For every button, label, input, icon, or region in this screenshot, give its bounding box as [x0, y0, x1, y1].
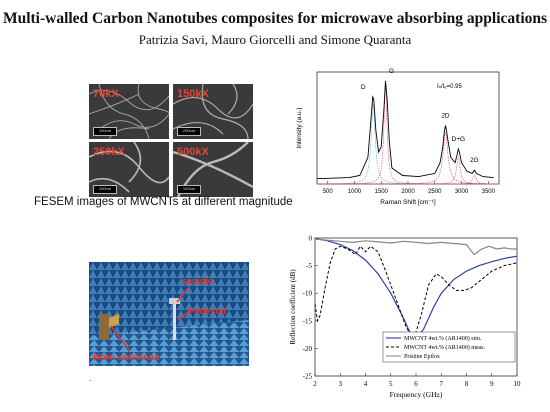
scale-bar: 100nm [93, 127, 117, 136]
series-line-1 [314, 245, 518, 342]
x-tick-label: 2000 [401, 189, 415, 195]
legend-entry: MWCNT 4wt.% (AR1400) sim. [404, 335, 482, 342]
nanotube-texture [173, 84, 253, 139]
magnification-label: 150kX [177, 88, 209, 100]
intensity-ratio-annotation: Iₙ/Iₑ=0.95 [437, 84, 462, 90]
x-tick-label: 2 [313, 380, 317, 388]
reflection-coefficient-chart: 2 3 4 5 6 7 8 9 10 0 -5 -10 -15 -20 -25 Frequency (GHz)… [289, 235, 522, 400]
pedestal-arrow [177, 310, 190, 321]
anechoic-chamber-photo: sample Pedestal Horn antennas [89, 262, 249, 366]
fesem-tile-250kx: 250kX 100nm [89, 142, 169, 197]
peak-label: 2D [441, 112, 450, 119]
series-line-2 [314, 238, 517, 256]
plot-frame [316, 71, 500, 185]
stray-dot: . [89, 374, 92, 383]
x-tick-label: 1000 [348, 189, 362, 195]
nanotube-texture [89, 142, 169, 193]
fesem-caption: FESEM images of MWCNTs at different magn… [34, 196, 293, 208]
magnification-label: 70kX [93, 88, 119, 100]
fesem-image-grid: 70kX 100nm 150kX 200nm 250kX 100nm 500kX… [89, 84, 253, 197]
peak-label: D [361, 84, 366, 91]
x-tick-label: 4 [364, 380, 368, 388]
y-tick-label: -15 [303, 317, 313, 325]
nanotube-texture [173, 142, 253, 197]
fesem-tile-150kx: 150kX 200nm [173, 84, 253, 139]
x-tick-label: 1500 [375, 189, 389, 195]
x-tick-label: 7 [440, 380, 444, 388]
y-tick-label: -5 [306, 262, 312, 270]
fit-component-line [317, 175, 499, 185]
legend-box [382, 331, 516, 363]
x-tick-label: 3000 [455, 189, 469, 195]
scale-bar: 100nm [93, 185, 117, 194]
x-tick-label: 2500 [428, 189, 442, 195]
magnification-label: 500kX [177, 146, 209, 158]
fit-component-line [317, 104, 499, 185]
scale-bar: 200nm [177, 127, 201, 136]
x-axis-label: Frequency (GHz) [390, 390, 443, 399]
page-title: Multi-walled Carbon Nanotubes composites… [2, 10, 548, 27]
sample-arrow [176, 286, 190, 303]
peak-label: D+G [452, 136, 466, 143]
peak-label: G [389, 68, 394, 75]
nanotube-texture [89, 84, 169, 139]
x-tick-label: 500 [323, 189, 334, 195]
chamber-illustration: sample Pedestal Horn antennas [89, 262, 249, 366]
legend-entry: Pristine Epilox [404, 354, 440, 360]
y-tick-label: 0 [309, 235, 313, 243]
x-tick-label: 3500 [482, 189, 496, 195]
x-tick-label: 8 [465, 380, 469, 388]
scale-bar: 100nm [177, 185, 201, 194]
x-tick-label: 9 [490, 380, 494, 388]
fit-component-line [317, 86, 499, 185]
sample-label: sample [182, 276, 213, 286]
raman-spectrum-chart: 500 1000 1500 2000 2500 3000 3500 Raman Shift [… [296, 68, 500, 206]
fesem-tile-70kx: 70kX 100nm [89, 84, 169, 139]
author-list: Patrizia Savi, Mauro Giorcelli and Simon… [138, 32, 412, 47]
x-axis-label: Raman Shift [cm⁻¹] [380, 199, 436, 206]
horn-arrow [110, 325, 130, 351]
x-tick-label: 5 [389, 380, 393, 388]
horn-antennas-label: Horn antennas [93, 352, 160, 363]
y-axis-label: Reflection coefficient (dB) [289, 269, 297, 345]
y-axis-label: Intensity (a.u.) [296, 107, 303, 148]
pedestal-label: Pedestal [189, 306, 226, 316]
raman-series-line [316, 80, 494, 180]
y-tick-label: -20 [303, 345, 313, 353]
y-tick-label: -25 [303, 373, 313, 381]
x-tick-label: 10 [514, 380, 522, 388]
legend-entry: MWCNT 4wt.% (AR1400) meas. [404, 344, 486, 351]
x-tick-label: 6 [414, 380, 418, 388]
magnification-label: 250kX [93, 146, 125, 158]
peak-label: 2G [470, 157, 479, 164]
series-line-0 [314, 238, 518, 340]
x-tick-label: 3 [339, 380, 343, 388]
y-tick-label: -10 [303, 290, 313, 298]
fesem-tile-500kx: 500kX 100nm [173, 142, 253, 197]
